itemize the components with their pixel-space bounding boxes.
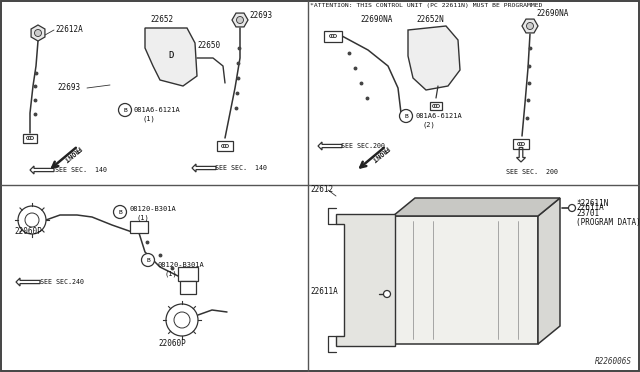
- Polygon shape: [31, 25, 45, 41]
- Polygon shape: [430, 102, 442, 110]
- Polygon shape: [513, 139, 529, 149]
- Circle shape: [174, 312, 190, 328]
- Polygon shape: [324, 31, 342, 42]
- Text: SEE SEC.200: SEE SEC.200: [341, 143, 385, 149]
- Text: SEE SEC.240: SEE SEC.240: [40, 279, 84, 285]
- Circle shape: [518, 142, 520, 145]
- Text: 22693: 22693: [249, 12, 272, 20]
- Text: 23701: 23701: [576, 208, 599, 218]
- Text: R226006S: R226006S: [595, 357, 632, 366]
- Polygon shape: [217, 141, 233, 151]
- Text: (1): (1): [137, 215, 150, 221]
- Polygon shape: [408, 26, 460, 90]
- Circle shape: [522, 142, 525, 145]
- Polygon shape: [538, 198, 560, 344]
- Circle shape: [237, 16, 243, 23]
- Circle shape: [26, 137, 29, 140]
- Polygon shape: [180, 281, 196, 294]
- Polygon shape: [393, 216, 538, 344]
- Polygon shape: [178, 267, 198, 281]
- Text: 22611A: 22611A: [576, 203, 604, 212]
- Text: (1): (1): [165, 271, 178, 277]
- Circle shape: [18, 206, 46, 234]
- Text: 22612: 22612: [310, 186, 333, 195]
- Polygon shape: [130, 221, 148, 233]
- Text: 22690NA: 22690NA: [360, 16, 392, 25]
- Circle shape: [221, 144, 225, 148]
- Polygon shape: [232, 13, 248, 27]
- Text: 22652N: 22652N: [416, 16, 444, 25]
- Text: SEE SEC.  200: SEE SEC. 200: [506, 169, 558, 175]
- Text: D: D: [168, 51, 173, 61]
- Text: 22690NA: 22690NA: [536, 10, 568, 19]
- Circle shape: [520, 142, 522, 145]
- Circle shape: [31, 137, 33, 140]
- Text: 081A6-6121A: 081A6-6121A: [415, 113, 461, 119]
- Circle shape: [225, 144, 228, 148]
- Text: B: B: [146, 257, 150, 263]
- Circle shape: [141, 253, 154, 266]
- Text: (PROGRAM DATA): (PROGRAM DATA): [576, 218, 640, 227]
- Circle shape: [223, 144, 227, 148]
- Circle shape: [527, 22, 534, 29]
- Text: 22693: 22693: [57, 83, 80, 93]
- Circle shape: [436, 105, 440, 108]
- Polygon shape: [23, 134, 37, 142]
- Text: *ATTENTION: THIS CONTROL UNIT (PC 22611N) MUST BE PROGRAMMED: *ATTENTION: THIS CONTROL UNIT (PC 22611N…: [310, 3, 543, 9]
- Circle shape: [113, 205, 127, 218]
- Circle shape: [399, 109, 413, 122]
- Circle shape: [118, 103, 131, 116]
- Text: FRONT: FRONT: [369, 144, 389, 163]
- Text: 22650: 22650: [197, 42, 220, 51]
- Circle shape: [35, 29, 42, 36]
- Circle shape: [333, 35, 337, 38]
- Polygon shape: [336, 214, 395, 346]
- Circle shape: [29, 137, 31, 140]
- Text: 22060P: 22060P: [158, 340, 186, 349]
- Circle shape: [332, 35, 335, 38]
- Text: FRONT: FRONT: [61, 144, 81, 163]
- Text: SEE SEC.  140: SEE SEC. 140: [55, 167, 107, 173]
- Text: B: B: [123, 108, 127, 112]
- Text: B: B: [404, 113, 408, 119]
- Circle shape: [435, 105, 438, 108]
- Circle shape: [568, 205, 575, 212]
- Circle shape: [25, 213, 39, 227]
- Text: 22652: 22652: [150, 16, 173, 25]
- Text: 22612A: 22612A: [55, 26, 83, 35]
- Text: *22611N: *22611N: [576, 199, 609, 208]
- Polygon shape: [522, 19, 538, 33]
- Text: SEE SEC.  140: SEE SEC. 140: [215, 165, 267, 171]
- Text: 08120-B301A: 08120-B301A: [157, 262, 204, 268]
- Text: B: B: [118, 209, 122, 215]
- Text: (1): (1): [142, 116, 155, 122]
- Text: 081A6-6121A: 081A6-6121A: [134, 107, 180, 113]
- Circle shape: [433, 105, 435, 108]
- Polygon shape: [393, 198, 560, 216]
- Text: 22611A: 22611A: [310, 288, 338, 296]
- Text: 08120-B301A: 08120-B301A: [129, 206, 176, 212]
- Text: 22060P: 22060P: [14, 228, 42, 237]
- Text: (2): (2): [423, 122, 436, 128]
- Polygon shape: [145, 28, 197, 86]
- Circle shape: [383, 291, 390, 298]
- Circle shape: [330, 35, 333, 38]
- Circle shape: [166, 304, 198, 336]
